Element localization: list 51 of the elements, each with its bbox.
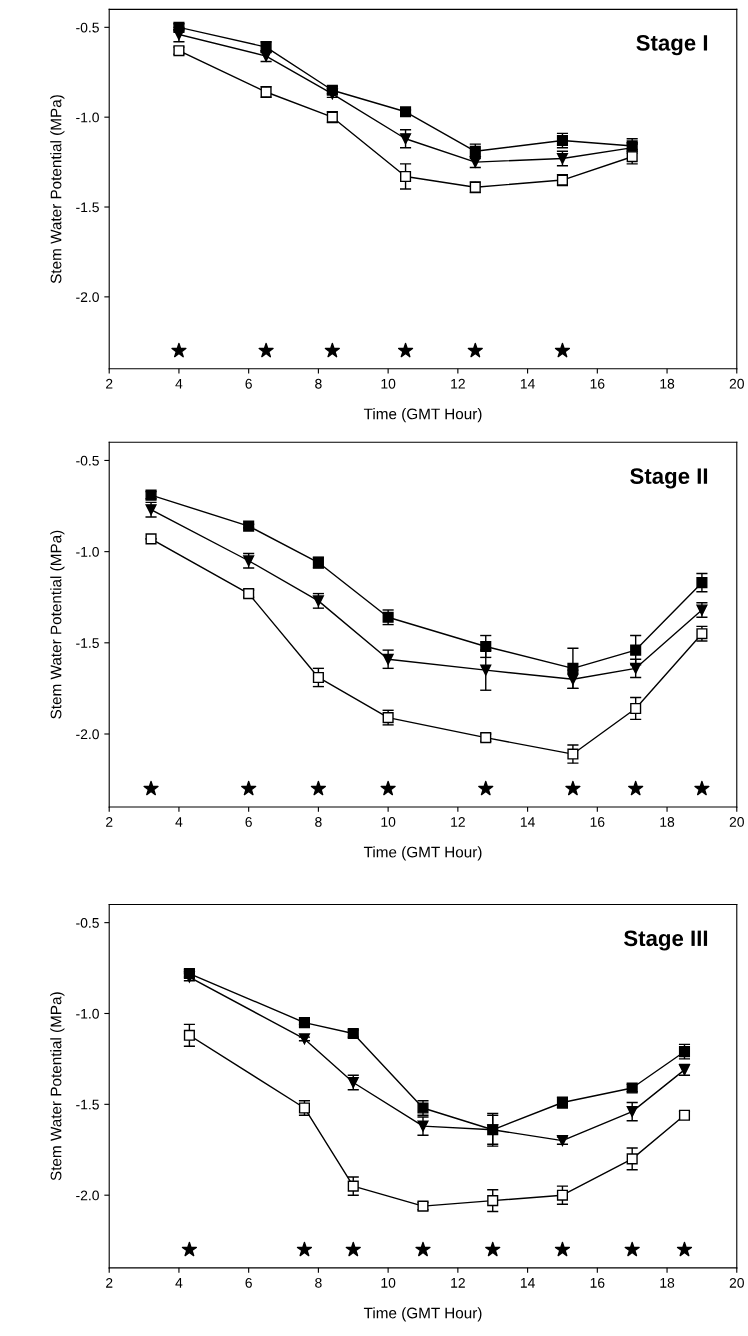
text: Stage II [630,468,708,489]
x-tick-label: 14 [520,817,535,827]
x-tick-label: 10 [381,1277,396,1288]
x-tick-label: 12 [451,817,465,827]
x-tick-label: 16 [590,817,605,827]
x-tick-label: 18 [660,817,675,827]
x-tick-label: 14 [520,378,535,389]
x-axis-title: Time (GMT Hour) [363,408,482,423]
y-axis-title: Stem Water Potential (MPa) [50,95,65,284]
x-tick-label: 6 [245,378,252,389]
y-tick-label: -1.5 [76,202,99,213]
y-tick-label: -2.0 [76,1190,99,1201]
text: Stage I [636,35,708,56]
y-tick-label: -1.0 [76,112,99,123]
x-tick-label: 2 [106,817,113,827]
x-tick-label: 14 [520,1278,535,1288]
x-tick-label: 18 [660,378,675,389]
y-tick-label: -0.5 [76,455,99,466]
x-tick-label: 8 [315,1277,322,1288]
y-tick-label: -2.0 [76,292,99,303]
x-tick-label: 18 [660,1277,675,1288]
y-tick-label: -2.0 [76,729,99,740]
x-tick-label: 16 [590,1277,605,1288]
x-tick-label: 8 [315,817,322,827]
x-tick-label: 4 [175,1278,183,1288]
x-tick-label: 10 [381,378,396,389]
y-axis-title: Stem Water Potential (MPa) [50,530,65,719]
x-tick-label: 20 [729,817,744,827]
y-tick-label: -1.5 [76,1099,99,1110]
x-tick-label: 10 [381,817,396,827]
x-tick-label: 4 [175,378,183,389]
text: Stage III [623,930,708,951]
y-tick-label: -0.5 [76,917,99,928]
x-axis-title: Time (GMT Hour) [363,1307,482,1322]
x-tick-label: 6 [245,1277,252,1288]
x-tick-label: 20 [729,1277,744,1288]
x-tick-label: 4 [175,817,183,827]
y-tick-label: -1.0 [76,546,99,557]
x-tick-label: 12 [451,378,465,389]
x-tick-label: 16 [590,378,605,389]
x-tick-label: 2 [106,378,113,389]
x-tick-label: 12 [451,1277,465,1288]
y-axis-title: Stem Water Potential (MPa) [50,992,65,1181]
x-tick-label: 20 [729,378,744,389]
y-tick-label: -1.0 [76,1008,99,1019]
y-tick-label: -0.5 [76,22,99,33]
x-tick-label: 2 [106,1277,113,1288]
x-tick-label: 8 [315,378,322,389]
y-tick-label: -1.5 [76,638,99,648]
x-axis-title: Time (GMT Hour) [363,846,482,861]
x-tick-label: 6 [245,817,252,827]
